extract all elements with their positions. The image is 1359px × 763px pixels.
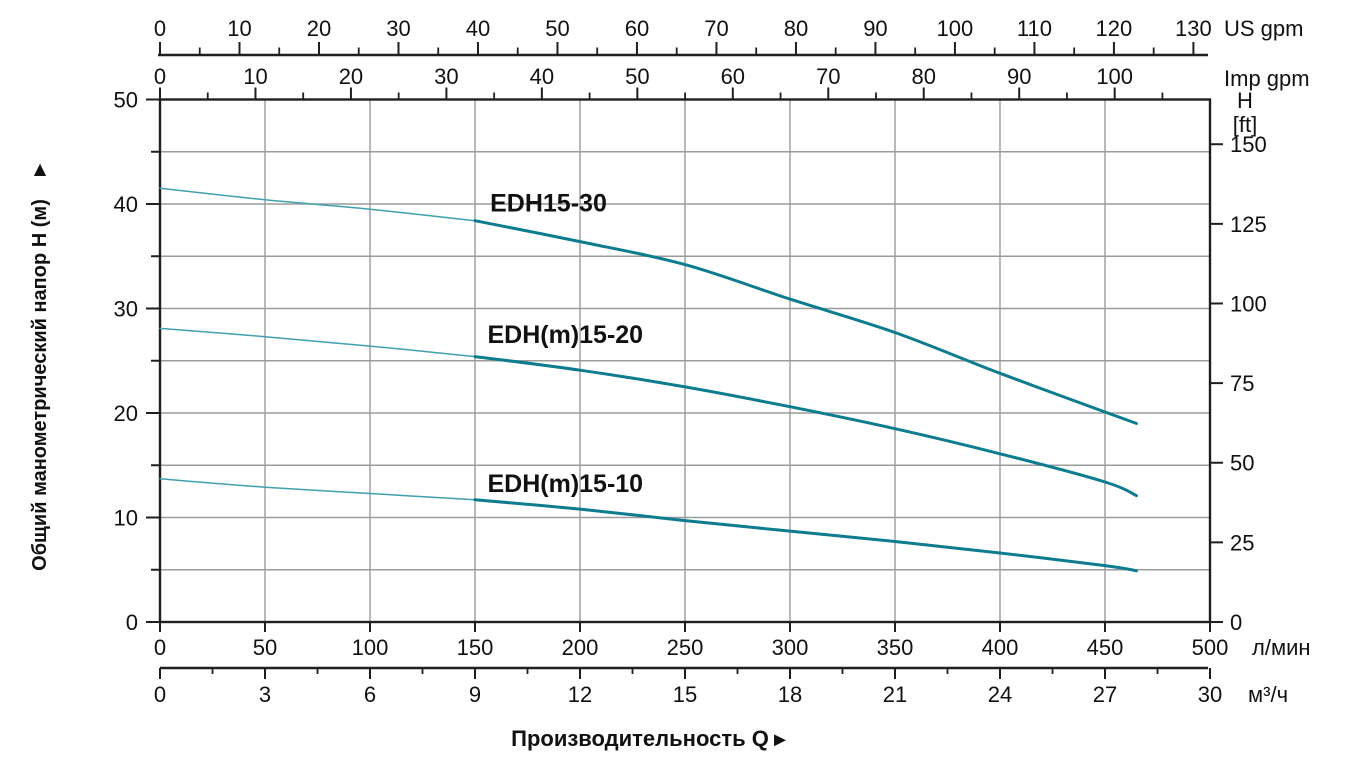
right-axis-unit-h: H (1237, 88, 1253, 113)
lmin-tick-label: 150 (457, 635, 494, 660)
imp-gpm-unit-label: Imp gpm (1224, 66, 1310, 91)
us-gpm-tick-label: 20 (307, 16, 331, 41)
us-gpm-tick-label: 30 (386, 16, 410, 41)
curve-label-EDH15-30: EDH15-30 (490, 189, 607, 217)
m3h-tick-label: 24 (988, 682, 1012, 707)
right-axis-unit-ft: [ft] (1233, 112, 1257, 137)
right-axis-tick-label: 0 (1230, 610, 1242, 635)
m3h-tick-label: 0 (154, 682, 166, 707)
imp-gpm-tick-label: 30 (434, 64, 458, 89)
lmin-tick-label: 500 (1192, 635, 1229, 660)
imp-gpm-tick-label: 20 (339, 64, 363, 89)
imp-gpm-tick-label: 40 (530, 64, 554, 89)
us-gpm-tick-label: 120 (1096, 16, 1133, 41)
us-gpm-unit-label: US gpm (1224, 16, 1303, 41)
us-gpm-tick-label: 0 (154, 16, 166, 41)
left-axis-tick-label: 0 (126, 610, 138, 635)
y-axis-arrow-up-icon: ▲ (30, 158, 51, 181)
right-axis-tick-label: 100 (1230, 291, 1267, 316)
us-gpm-tick-label: 110 (1017, 16, 1052, 41)
curve-label-EDH(m)15-10: EDH(m)15-10 (487, 470, 643, 498)
right-axis-tick-label: 50 (1230, 451, 1254, 476)
m3h-tick-label: 15 (673, 682, 697, 707)
m3h-tick-label: 21 (883, 682, 907, 707)
imp-gpm-tick-label: 0 (154, 64, 166, 89)
us-gpm-tick-label: 90 (863, 16, 887, 41)
pump-curve-thin-EDH(m)15-20 (159, 327, 476, 358)
x-axis-arrow-right-icon: ► (770, 729, 790, 751)
us-gpm-tick-label: 80 (784, 16, 808, 41)
imp-gpm-tick-label: 90 (1007, 64, 1031, 89)
m3h-tick-label: 6 (364, 682, 376, 707)
lmin-tick-label: 50 (253, 635, 277, 660)
left-axis-tick-label: 30 (114, 297, 138, 322)
imp-gpm-tick-label: 70 (816, 64, 840, 89)
right-axis-tick-label: 150 (1230, 132, 1267, 157)
pump-curve-thin-EDH15-30 (159, 187, 476, 222)
lmin-tick-label: 350 (877, 635, 914, 660)
imp-gpm-tick-label: 50 (625, 64, 649, 89)
imp-gpm-tick-label: 10 (243, 64, 267, 89)
left-axis-tick-label: 40 (114, 192, 138, 217)
left-axis-tick-label: 50 (114, 88, 138, 113)
m3h-tick-label: 9 (469, 682, 481, 707)
m3h-tick-label: 18 (778, 682, 802, 707)
us-gpm-tick-label: 130 (1175, 16, 1212, 41)
y-axis-title: Общий манометрический напор H (м) (29, 199, 51, 571)
m3h-tick-label: 30 (1198, 682, 1222, 707)
lmin-unit-label: л/мин (1252, 635, 1311, 660)
lmin-tick-label: 400 (982, 635, 1019, 660)
pump-curve-thin-EDH(m)15-10 (159, 478, 476, 501)
lmin-tick-label: 300 (772, 635, 809, 660)
lmin-tick-label: 250 (667, 635, 704, 660)
m3h-unit-label: м³/ч (1248, 682, 1288, 707)
us-gpm-tick-label: 50 (545, 16, 569, 41)
lmin-tick-label: 0 (154, 635, 166, 660)
m3h-tick-label: 3 (259, 682, 271, 707)
pump-curve-EDH(m)15-20 (473, 355, 1138, 498)
imp-gpm-tick-label: 80 (912, 64, 936, 89)
us-gpm-tick-label: 10 (227, 16, 251, 41)
pump-curve-EDH15-30 (473, 219, 1138, 425)
right-axis-tick-label: 75 (1230, 371, 1254, 396)
lmin-tick-label: 100 (352, 635, 389, 660)
left-axis-tick-label: 20 (114, 401, 138, 426)
lmin-tick-label: 450 (1087, 635, 1124, 660)
right-axis-tick-label: 125 (1230, 212, 1267, 237)
pump-curve-EDH(m)15-10 (473, 498, 1138, 573)
curve-label-EDH(m)15-20: EDH(m)15-20 (487, 321, 643, 349)
left-axis-tick-label: 10 (114, 506, 138, 531)
x-axis-title: Производительность Q (511, 726, 769, 751)
right-axis-tick-label: 25 (1230, 530, 1254, 555)
us-gpm-tick-label: 70 (704, 16, 728, 41)
us-gpm-tick-label: 40 (466, 16, 490, 41)
us-gpm-tick-label: 60 (625, 16, 649, 41)
imp-gpm-tick-label: 100 (1096, 64, 1133, 89)
m3h-tick-label: 12 (568, 682, 592, 707)
us-gpm-tick-label: 100 (937, 16, 974, 41)
m3h-tick-label: 27 (1093, 682, 1117, 707)
lmin-tick-label: 200 (562, 635, 599, 660)
imp-gpm-tick-label: 60 (721, 64, 745, 89)
